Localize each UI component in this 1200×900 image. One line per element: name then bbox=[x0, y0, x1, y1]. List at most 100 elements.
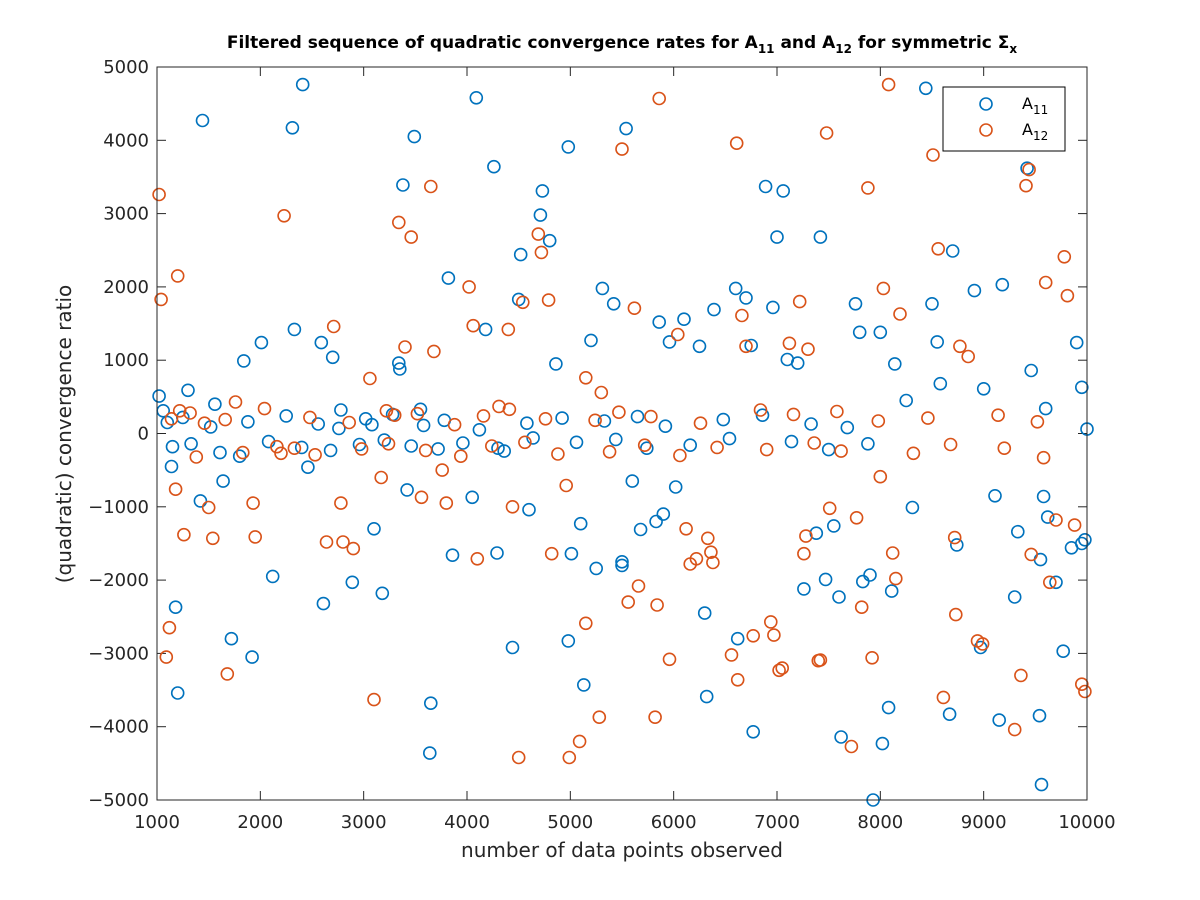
point-a12 bbox=[594, 385, 609, 400]
point-a12 bbox=[730, 672, 745, 687]
legend-marker-a12 bbox=[979, 123, 993, 137]
point-a11 bbox=[549, 357, 563, 371]
point-a11 bbox=[1069, 335, 1084, 350]
point-a11 bbox=[1049, 575, 1063, 590]
point-a11 bbox=[619, 121, 633, 136]
point-a11 bbox=[1010, 524, 1025, 539]
point-a11 bbox=[465, 490, 480, 505]
point-a11 bbox=[840, 420, 855, 435]
point-a12 bbox=[1038, 275, 1053, 290]
point-a12 bbox=[308, 447, 322, 462]
point-a12 bbox=[592, 710, 607, 725]
point-a11 bbox=[716, 412, 731, 427]
legend: A11 A12 bbox=[942, 86, 1066, 152]
point-a11 bbox=[707, 302, 721, 317]
point-a11 bbox=[625, 474, 640, 488]
point-a12 bbox=[170, 269, 185, 283]
point-a11 bbox=[1036, 489, 1051, 504]
x-tick-label: 4000 bbox=[444, 812, 490, 833]
point-a11 bbox=[561, 140, 576, 154]
point-a11 bbox=[391, 356, 406, 370]
point-a11 bbox=[314, 335, 329, 350]
point-a12 bbox=[792, 294, 807, 309]
point-a12 bbox=[354, 442, 369, 456]
point-a11 bbox=[933, 376, 948, 391]
point-a11 bbox=[367, 521, 381, 536]
point-a12 bbox=[287, 441, 302, 456]
point-a12 bbox=[544, 546, 559, 561]
point-a12 bbox=[541, 293, 556, 307]
point-a12 bbox=[921, 411, 935, 425]
point-a12 bbox=[948, 607, 963, 622]
point-a12 bbox=[1075, 677, 1089, 692]
point-a11 bbox=[976, 381, 991, 396]
point-a11 bbox=[776, 184, 791, 198]
point-a12 bbox=[885, 546, 900, 560]
legend-marker-a11 bbox=[979, 97, 993, 111]
point-a12 bbox=[1022, 162, 1036, 177]
y-tick-label: 3000 bbox=[103, 204, 149, 225]
point-a12 bbox=[236, 445, 250, 460]
point-a11 bbox=[576, 678, 591, 692]
y-tick-label: 4000 bbox=[103, 130, 149, 151]
point-a11 bbox=[478, 322, 493, 337]
point-a11 bbox=[905, 500, 920, 515]
point-a12 bbox=[246, 496, 260, 510]
point-a11 bbox=[633, 522, 648, 537]
point-a12 bbox=[562, 750, 577, 765]
point-a12 bbox=[876, 281, 891, 296]
point-a12 bbox=[374, 470, 389, 485]
point-a12 bbox=[511, 750, 526, 765]
point-a11 bbox=[834, 730, 848, 744]
point-a11 bbox=[639, 441, 654, 456]
point-a11 bbox=[533, 208, 548, 222]
point-a12 bbox=[871, 414, 886, 428]
point-a11 bbox=[208, 397, 222, 412]
point-a11 bbox=[535, 184, 550, 198]
point-a12 bbox=[662, 652, 677, 667]
x-tick-label: 2000 bbox=[237, 812, 283, 833]
point-a11 bbox=[232, 449, 247, 464]
point-a11 bbox=[784, 434, 799, 449]
point-a12 bbox=[154, 292, 168, 307]
point-a11 bbox=[699, 689, 714, 704]
point-a11 bbox=[152, 389, 166, 403]
point-a11 bbox=[160, 415, 175, 430]
point-a11 bbox=[949, 538, 964, 552]
point-a11 bbox=[511, 292, 526, 307]
point-a12 bbox=[746, 628, 761, 643]
point-a11 bbox=[456, 436, 470, 450]
point-a12 bbox=[201, 500, 216, 515]
point-a12 bbox=[873, 469, 888, 484]
point-a12 bbox=[763, 615, 778, 629]
point-a12 bbox=[786, 407, 801, 422]
y-tick-label: −5000 bbox=[88, 790, 149, 811]
point-a11 bbox=[662, 335, 677, 349]
point-a11 bbox=[573, 516, 588, 531]
point-a11 bbox=[925, 296, 939, 311]
point-a11 bbox=[245, 650, 259, 664]
point-a12 bbox=[534, 245, 549, 260]
point-a12 bbox=[991, 408, 1005, 423]
point-a12 bbox=[462, 280, 476, 294]
point-a11 bbox=[1038, 401, 1053, 416]
point-a12 bbox=[218, 412, 232, 427]
point-a12 bbox=[767, 628, 781, 642]
point-a11 bbox=[513, 247, 528, 262]
point-a11 bbox=[497, 444, 512, 458]
point-a11 bbox=[170, 686, 185, 700]
point-a12 bbox=[1019, 178, 1033, 193]
point-a11 bbox=[692, 339, 707, 354]
point-a11 bbox=[942, 707, 957, 722]
y-tick-label: 0 bbox=[138, 424, 149, 445]
point-a12 bbox=[381, 436, 396, 451]
point-a11 bbox=[184, 436, 198, 451]
point-a12 bbox=[888, 571, 903, 586]
y-tick-label: −1000 bbox=[88, 497, 149, 518]
y-axis-ticks: 5000 4000 3000 2000 1000 0 −1000 −2000 −3000 −400… bbox=[88, 57, 1087, 811]
point-a11 bbox=[930, 335, 945, 349]
point-a11 bbox=[520, 416, 534, 431]
point-a12 bbox=[423, 179, 438, 194]
point-a12 bbox=[693, 416, 708, 431]
series-a12 bbox=[152, 77, 1092, 765]
